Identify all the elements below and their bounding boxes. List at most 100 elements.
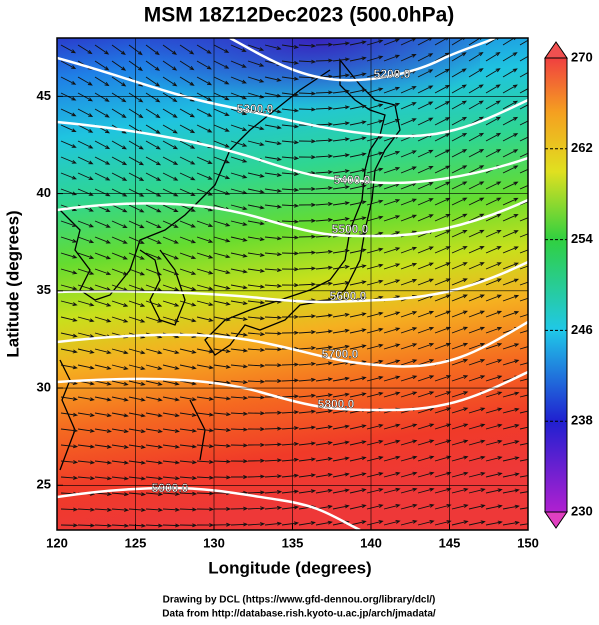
wind-arrow [281,124,300,129]
wind-arrow [502,197,519,206]
wind-arrow [196,475,215,480]
wind-arrow [366,504,384,510]
wind-arrow [468,310,486,318]
wind-arrow [502,262,519,270]
wind-arrow [128,156,145,166]
wind-arrow [349,392,367,398]
wind-arrow [230,395,249,400]
wind-arrow [383,343,401,350]
wind-arrow [417,101,434,110]
wind-arrow [77,444,96,449]
wind-arrow [366,343,384,350]
wind-arrow [145,300,163,307]
wind-arrow [145,60,161,71]
wind-arrow [468,246,485,254]
wind-arrow [417,359,435,366]
wind-arrow [247,506,266,511]
wind-arrow [468,262,485,270]
wind-arrow [468,472,486,478]
wind-arrow [94,140,111,150]
wind-arrow [196,124,213,133]
wind-arrow [451,84,467,94]
wind-arrow [468,181,485,190]
wind-arrow [247,268,265,273]
wind-arrow [213,459,232,464]
wind-arrow [213,284,231,290]
wind-arrow [128,316,146,323]
wind-arrow [349,152,367,158]
wind-arrow [485,375,503,382]
y-tick-label: 25 [37,477,51,492]
wind-arrow [213,236,231,243]
wind-arrow [213,428,232,432]
wind-arrow [128,476,147,481]
wind-arrow [468,342,486,350]
wind-arrow [77,252,95,259]
wind-arrow [196,491,215,496]
wind-arrow [366,247,384,254]
wind-arrow [77,460,96,465]
wind-arrow [383,199,401,206]
wind-arrow [230,172,248,179]
wind-arrow [502,343,520,350]
wind-arrow [451,149,468,158]
wind-arrow [179,108,195,118]
wind-arrow [485,262,502,270]
wind-arrow [417,214,434,222]
wind-arrow [179,140,196,149]
wind-arrow [434,101,451,110]
wind-arrow [468,229,485,238]
wind-arrow [264,268,283,273]
wind-arrow [111,172,128,181]
wind-arrow [60,316,78,322]
wind-arrow [434,503,452,510]
wind-arrow [332,41,351,46]
wind-arrow [451,181,468,190]
wind-arrow [298,473,316,478]
wind-arrow [94,507,113,512]
wind-arrow [145,460,164,465]
wind-arrow [434,407,452,414]
wind-arrow [145,316,163,323]
contour-line [57,486,361,530]
x-tick-label: 150 [517,535,539,550]
wind-arrow [230,332,248,337]
wind-arrow [434,487,452,494]
wind-arrow [366,199,384,206]
wind-arrow [179,396,197,402]
wind-arrow [383,439,401,446]
wind-arrow [196,156,213,164]
wind-arrow [77,284,95,291]
wind-arrow [196,316,214,322]
wind-arrow [383,86,401,94]
wind-arrow [400,375,418,382]
y-tick-label: 40 [37,185,51,200]
wind-arrow [196,444,215,449]
wind-arrow [434,391,452,398]
wind-arrow [247,442,266,447]
wind-arrow [417,519,435,526]
wind-arrow [247,204,265,210]
wind-arrow [315,377,333,382]
wind-arrow [451,439,469,446]
wind-arrow [383,423,401,430]
wind-arrow [502,311,520,318]
chart-title: MSM 18Z12Dec2023 (500.0hPa) [144,4,455,27]
wind-arrow [247,347,266,352]
wind-arrow [247,411,266,416]
wind-arrow [60,412,78,417]
wind-arrow [400,503,418,510]
wind-arrow [468,359,486,366]
contour-line [57,198,528,238]
wind-arrow [485,100,501,110]
wind-arrow [468,439,486,446]
wind-arrow [128,492,147,497]
contour-label: 5400.0 [334,173,371,187]
wind-arrow [145,380,163,386]
x-tick-label: 130 [203,535,225,550]
wind-arrow [400,455,418,462]
wind-arrow [264,426,283,431]
wind-arrow [162,300,180,307]
wind-arrow [332,121,350,126]
wind-arrow [315,170,334,175]
